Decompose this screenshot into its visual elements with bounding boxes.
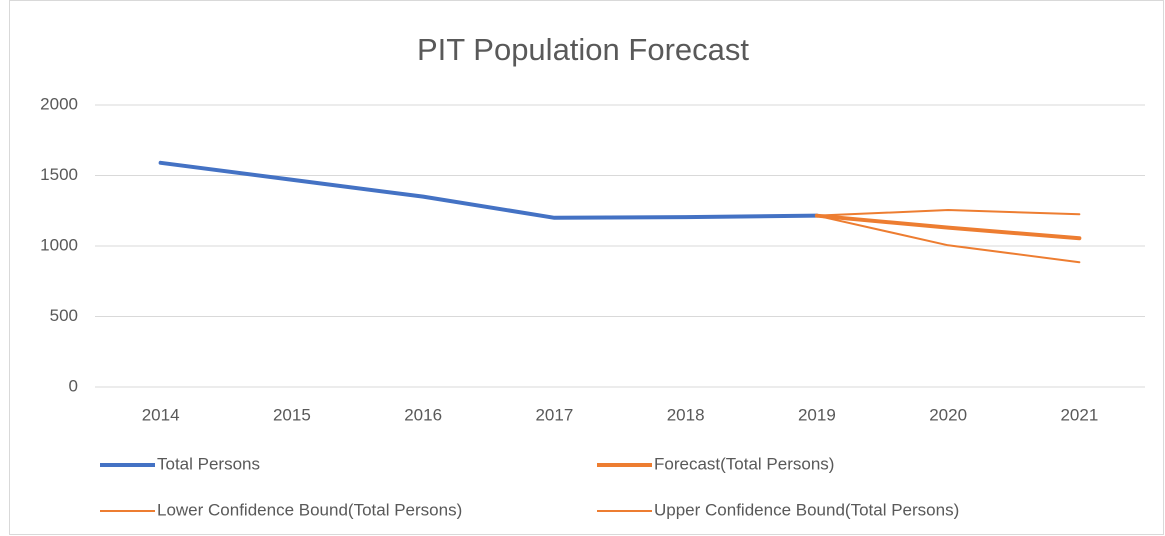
chart-frame [9, 0, 1164, 535]
series-line [815, 214, 1081, 264]
x-tick-label: 2015 [273, 405, 311, 424]
series-line [158, 160, 819, 220]
x-tick-label: 2017 [535, 405, 573, 424]
y-tick-label: 1500 [40, 165, 78, 184]
x-tick-label: 2020 [929, 405, 967, 424]
legend-label: Total Persons [157, 454, 260, 473]
x-tick-label: 2021 [1060, 405, 1098, 424]
y-tick-label: 0 [69, 376, 78, 395]
y-tick-label: 1000 [40, 235, 78, 254]
x-tick-label: 2014 [142, 405, 180, 424]
x-tick-label: 2019 [798, 405, 836, 424]
legend-label: Upper Confidence Bound(Total Persons) [654, 500, 959, 519]
x-tick-label: 2016 [404, 405, 442, 424]
legend-label: Lower Confidence Bound(Total Persons) [157, 500, 462, 519]
y-tick-label: 2000 [40, 94, 78, 113]
legend-label: Forecast(Total Persons) [654, 454, 834, 473]
x-tick-label: 2018 [667, 405, 705, 424]
series-line [814, 213, 1082, 241]
y-tick-label: 500 [50, 306, 78, 325]
chart-title: PIT Population Forecast [417, 32, 749, 67]
series-line [815, 209, 1081, 217]
